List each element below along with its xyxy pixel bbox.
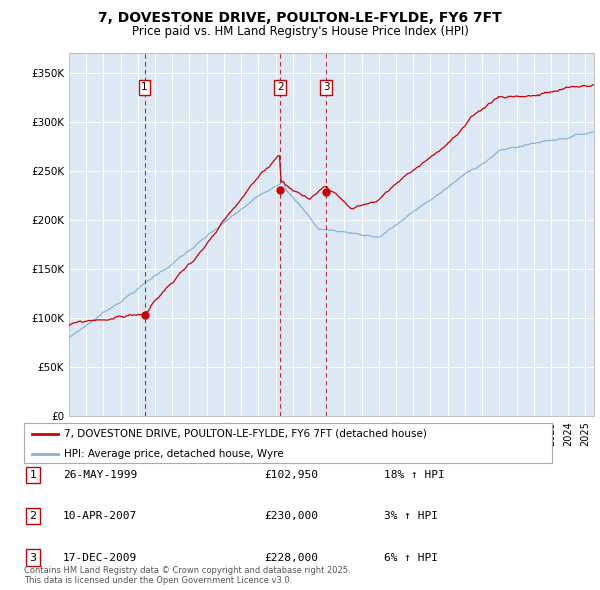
Text: 6% ↑ HPI: 6% ↑ HPI — [384, 553, 438, 562]
Text: 1: 1 — [141, 83, 148, 93]
Text: 2: 2 — [29, 512, 37, 521]
Text: 10-APR-2007: 10-APR-2007 — [63, 512, 137, 521]
Text: 7, DOVESTONE DRIVE, POULTON-LE-FYLDE, FY6 7FT: 7, DOVESTONE DRIVE, POULTON-LE-FYLDE, FY… — [98, 11, 502, 25]
Text: Contains HM Land Registry data © Crown copyright and database right 2025.
This d: Contains HM Land Registry data © Crown c… — [24, 566, 350, 585]
Text: HPI: Average price, detached house, Wyre: HPI: Average price, detached house, Wyre — [64, 450, 283, 460]
Text: £230,000: £230,000 — [264, 512, 318, 521]
Text: 17-DEC-2009: 17-DEC-2009 — [63, 553, 137, 562]
Text: 1: 1 — [29, 470, 37, 480]
Text: 26-MAY-1999: 26-MAY-1999 — [63, 470, 137, 480]
Text: 2: 2 — [277, 83, 284, 93]
Text: 3: 3 — [29, 553, 37, 562]
Text: Price paid vs. HM Land Registry's House Price Index (HPI): Price paid vs. HM Land Registry's House … — [131, 25, 469, 38]
Text: £228,000: £228,000 — [264, 553, 318, 562]
Text: 7, DOVESTONE DRIVE, POULTON-LE-FYLDE, FY6 7FT (detached house): 7, DOVESTONE DRIVE, POULTON-LE-FYLDE, FY… — [64, 429, 427, 439]
Text: 3% ↑ HPI: 3% ↑ HPI — [384, 512, 438, 521]
Text: 18% ↑ HPI: 18% ↑ HPI — [384, 470, 445, 480]
Text: £102,950: £102,950 — [264, 470, 318, 480]
Text: 3: 3 — [323, 83, 329, 93]
